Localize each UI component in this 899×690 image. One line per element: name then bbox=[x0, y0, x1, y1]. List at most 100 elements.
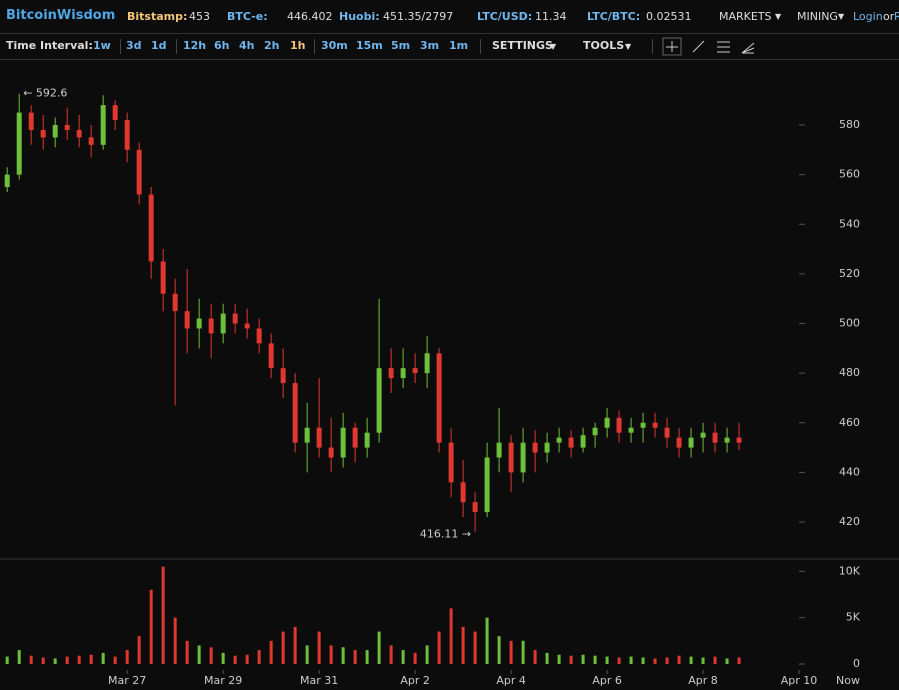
candle-body bbox=[172, 293, 178, 312]
volume-bar bbox=[221, 652, 225, 664]
or-text: or bbox=[883, 10, 895, 23]
brand[interactable]: BitcoinWisdom bbox=[6, 8, 116, 23]
candle-body bbox=[532, 442, 538, 453]
interval-button[interactable]: 15m bbox=[356, 39, 383, 52]
interval-button[interactable]: 1w bbox=[93, 39, 111, 52]
candle-body bbox=[724, 437, 730, 443]
volume-bar bbox=[329, 645, 333, 664]
interval-button[interactable]: 5m bbox=[391, 39, 411, 52]
mining-menu[interactable]: MINING bbox=[797, 10, 838, 23]
crosshair-tool[interactable] bbox=[662, 37, 682, 56]
volume-bar bbox=[689, 656, 693, 664]
ticker-value: 0.02531 bbox=[646, 10, 692, 23]
interval-button[interactable]: 4h bbox=[239, 39, 255, 52]
interval-label: Time Interval: bbox=[6, 39, 93, 52]
caret: ▼ bbox=[838, 12, 845, 21]
volume-bar bbox=[269, 640, 273, 664]
volume-bar bbox=[185, 640, 189, 664]
candle-body bbox=[340, 427, 346, 458]
caret: ▼ bbox=[625, 42, 632, 51]
settings-menu[interactable]: SETTINGS bbox=[492, 39, 553, 52]
candle-body bbox=[136, 149, 142, 195]
login-link[interactable]: Login bbox=[853, 10, 883, 23]
volume-bar bbox=[533, 650, 537, 664]
line-tool[interactable] bbox=[692, 40, 705, 53]
candle-body bbox=[352, 427, 358, 448]
interval-button[interactable]: 1d bbox=[151, 39, 167, 52]
ticker-value: 453 bbox=[189, 10, 210, 23]
ticker-value: 451.35/2797 bbox=[383, 10, 454, 23]
candle-body bbox=[400, 368, 406, 379]
candle-body bbox=[616, 417, 622, 433]
tools-menu[interactable]: TOOLS bbox=[583, 39, 625, 52]
candle-body bbox=[568, 437, 574, 448]
volume-bar bbox=[125, 650, 129, 664]
interval-button[interactable]: 2h bbox=[264, 39, 280, 52]
candle-body bbox=[196, 318, 202, 329]
candle-body bbox=[580, 435, 586, 448]
interval-button[interactable]: 1m bbox=[449, 39, 469, 52]
now-label: Now bbox=[836, 674, 860, 687]
volume-bar bbox=[365, 650, 369, 664]
volume-bar bbox=[29, 655, 33, 664]
separator bbox=[314, 39, 315, 54]
volume-bar bbox=[197, 645, 201, 664]
volume-bar bbox=[461, 626, 465, 664]
volume-bar bbox=[317, 631, 321, 664]
interval-button[interactable]: 3d bbox=[126, 39, 142, 52]
y-tick-label: 500 bbox=[839, 317, 860, 330]
candle-body bbox=[76, 129, 82, 138]
volume-bar bbox=[137, 636, 141, 664]
volume-bar bbox=[389, 645, 393, 664]
volume-bar bbox=[521, 640, 525, 664]
candle-body bbox=[88, 137, 94, 145]
volume-bar bbox=[5, 656, 9, 664]
candle-body bbox=[388, 368, 394, 379]
y-tick-label: 580 bbox=[839, 118, 860, 131]
volume-bar bbox=[677, 655, 681, 664]
volume-bar bbox=[545, 652, 549, 664]
interval-button[interactable]: 1h bbox=[290, 39, 306, 52]
volume-bar bbox=[485, 617, 489, 664]
volume-bar bbox=[665, 657, 669, 664]
volume-bar bbox=[377, 631, 381, 664]
interval-button[interactable]: 3m bbox=[420, 39, 440, 52]
register-link[interactable]: R bbox=[894, 10, 899, 23]
volume-tick-label: 0 bbox=[853, 657, 860, 670]
ticker-label: Bitstamp: bbox=[127, 10, 188, 23]
interval-button[interactable]: 6h bbox=[214, 39, 230, 52]
candle-body bbox=[736, 437, 742, 443]
volume-bar bbox=[413, 652, 417, 664]
candle-body bbox=[304, 427, 310, 443]
ticker-value: 11.34 bbox=[535, 10, 567, 23]
caret: ▼ bbox=[550, 42, 557, 51]
caret: ▼ bbox=[775, 12, 782, 21]
volume-bar bbox=[293, 626, 297, 664]
candle-body bbox=[316, 427, 322, 448]
x-tick-label: Apr 8 bbox=[688, 674, 718, 687]
x-tick-label: Apr 10 bbox=[781, 674, 818, 687]
volume-bar bbox=[173, 617, 177, 664]
candle-body bbox=[292, 383, 298, 443]
interval-button[interactable]: 30m bbox=[321, 39, 348, 52]
volume-bar bbox=[605, 656, 609, 664]
ticker-label: LTC/USD: bbox=[477, 10, 533, 23]
candle-body bbox=[112, 105, 118, 121]
candle-body bbox=[520, 442, 526, 473]
fan-tool[interactable] bbox=[741, 42, 755, 54]
ticker-label: Huobi: bbox=[339, 10, 380, 23]
candle-body bbox=[16, 112, 22, 175]
markets-menu[interactable]: MARKETS bbox=[719, 10, 772, 23]
candle-body bbox=[424, 353, 430, 374]
volume-bar bbox=[89, 654, 93, 664]
volume-bar bbox=[629, 656, 633, 664]
candle-body bbox=[628, 427, 634, 433]
candle-body bbox=[556, 437, 562, 443]
candle-body bbox=[160, 261, 166, 294]
candle-body bbox=[676, 437, 682, 448]
candle-body bbox=[436, 353, 442, 443]
ticker-label: LTC/BTC: bbox=[587, 10, 641, 23]
interval-button[interactable]: 12h bbox=[183, 39, 207, 52]
volume-bar bbox=[725, 658, 729, 664]
